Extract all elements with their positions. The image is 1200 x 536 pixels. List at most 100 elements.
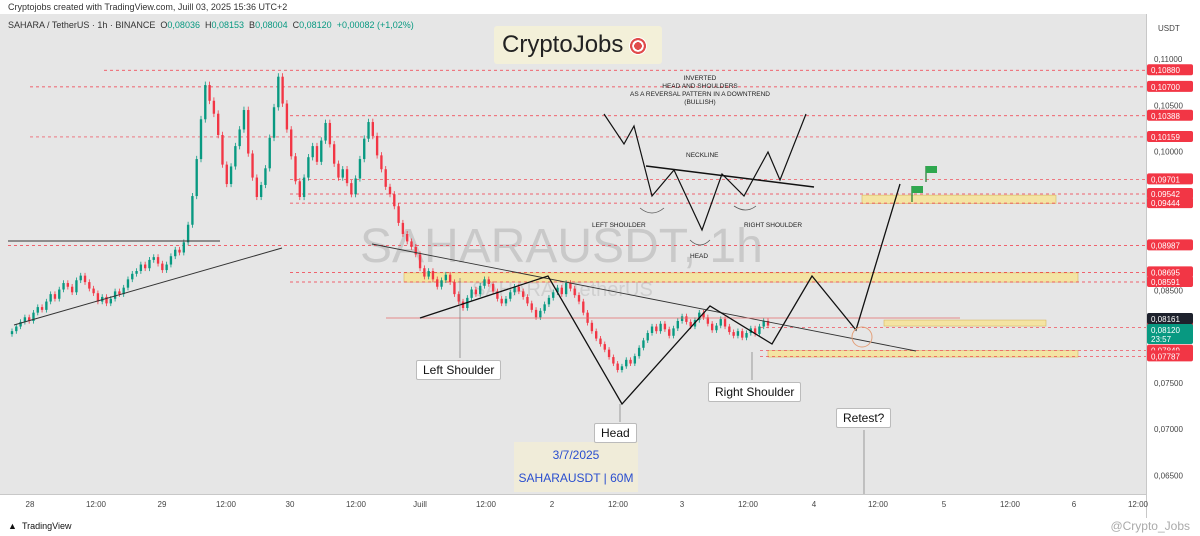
candle	[539, 310, 542, 318]
candle	[371, 122, 374, 136]
candle	[212, 100, 216, 114]
candle	[453, 282, 456, 295]
candle	[139, 264, 143, 272]
candle	[715, 325, 718, 331]
candle	[380, 155, 383, 170]
candle	[277, 76, 280, 108]
candle	[36, 307, 39, 313]
candle	[423, 268, 426, 277]
candle	[659, 323, 662, 332]
candle	[182, 242, 185, 253]
candle	[521, 291, 525, 297]
candle	[680, 316, 684, 321]
candle	[406, 234, 409, 242]
ohlc-low-label: B	[249, 20, 256, 30]
candle	[620, 366, 624, 371]
target-icon	[629, 36, 648, 55]
candle	[302, 177, 306, 197]
candle	[642, 340, 645, 348]
candle	[509, 292, 512, 299]
candle	[440, 280, 443, 287]
candle	[53, 294, 57, 299]
candle	[706, 317, 710, 324]
candle	[513, 286, 516, 293]
candle	[66, 283, 70, 287]
candle	[152, 257, 155, 260]
candle	[135, 271, 138, 274]
flag-icon	[926, 166, 937, 173]
time-axis[interactable]	[0, 494, 1146, 519]
candle	[143, 264, 147, 269]
zone-2	[883, 319, 1047, 327]
candle	[599, 338, 602, 345]
candle	[174, 249, 177, 257]
candle	[483, 279, 486, 286]
footer-brand: TradingView	[22, 521, 72, 531]
candle	[448, 274, 452, 283]
candle	[685, 316, 688, 322]
candle	[148, 259, 151, 269]
candle	[762, 320, 765, 327]
descending-trendline	[371, 243, 917, 352]
info-date: 3/7/2025	[552, 448, 600, 462]
candle	[79, 275, 82, 281]
candle	[268, 137, 271, 169]
ohlc-open: 0,08036	[167, 20, 200, 30]
candle	[603, 344, 606, 350]
zone-1	[403, 272, 1079, 283]
candle	[217, 113, 220, 136]
candle	[702, 312, 705, 318]
candle	[517, 286, 521, 292]
candle	[444, 274, 448, 281]
symbol-legend: SAHARA / TetherUS · 1h · BINANCE O0,0803…	[8, 20, 414, 30]
candle	[354, 178, 357, 195]
candle	[186, 224, 190, 243]
candle	[332, 144, 336, 164]
candle	[307, 157, 310, 178]
candle	[40, 307, 44, 310]
tradingview-logo-icon: ▲	[8, 521, 17, 531]
candle	[208, 85, 211, 101]
schematic-neckline	[645, 165, 815, 188]
candle	[285, 103, 289, 130]
candle	[573, 288, 576, 296]
candle	[646, 333, 649, 341]
candle	[650, 326, 654, 334]
schematic-title-line: INVERTED	[684, 75, 717, 82]
candle	[122, 287, 125, 295]
candle	[474, 289, 478, 295]
candle	[607, 349, 611, 358]
candle	[560, 287, 563, 295]
candle	[663, 323, 667, 330]
candle	[234, 146, 237, 167]
candle	[337, 163, 340, 178]
candle	[191, 196, 194, 225]
info-box: 3/7/2025 SAHARAUSDT | 60M	[514, 442, 638, 492]
ohlc-close: 0,08120	[299, 20, 332, 30]
candle	[732, 332, 735, 336]
candle	[582, 301, 585, 313]
price-axis[interactable]	[1146, 14, 1200, 518]
retest-circle	[851, 326, 873, 348]
candle	[595, 331, 598, 339]
candle	[698, 312, 701, 321]
candle	[431, 271, 435, 280]
candle	[633, 356, 637, 364]
ohlc-high-label: H	[204, 20, 212, 30]
candle	[178, 249, 181, 253]
candle	[384, 169, 387, 187]
candle	[247, 110, 250, 154]
candle	[710, 323, 714, 331]
ohlc-high: 0,08153	[211, 20, 245, 30]
ohlc-open-label: O	[160, 20, 168, 30]
candle	[58, 289, 61, 299]
schematic-head-label: HEAD	[690, 253, 708, 260]
head-label: Head	[594, 423, 637, 443]
candle	[126, 279, 130, 288]
schematic-right-arc	[733, 205, 757, 211]
uptrend-line	[13, 247, 283, 326]
schematic-neckline-label: NECKLINE	[686, 152, 719, 159]
candle	[328, 122, 332, 145]
candle	[496, 291, 499, 299]
